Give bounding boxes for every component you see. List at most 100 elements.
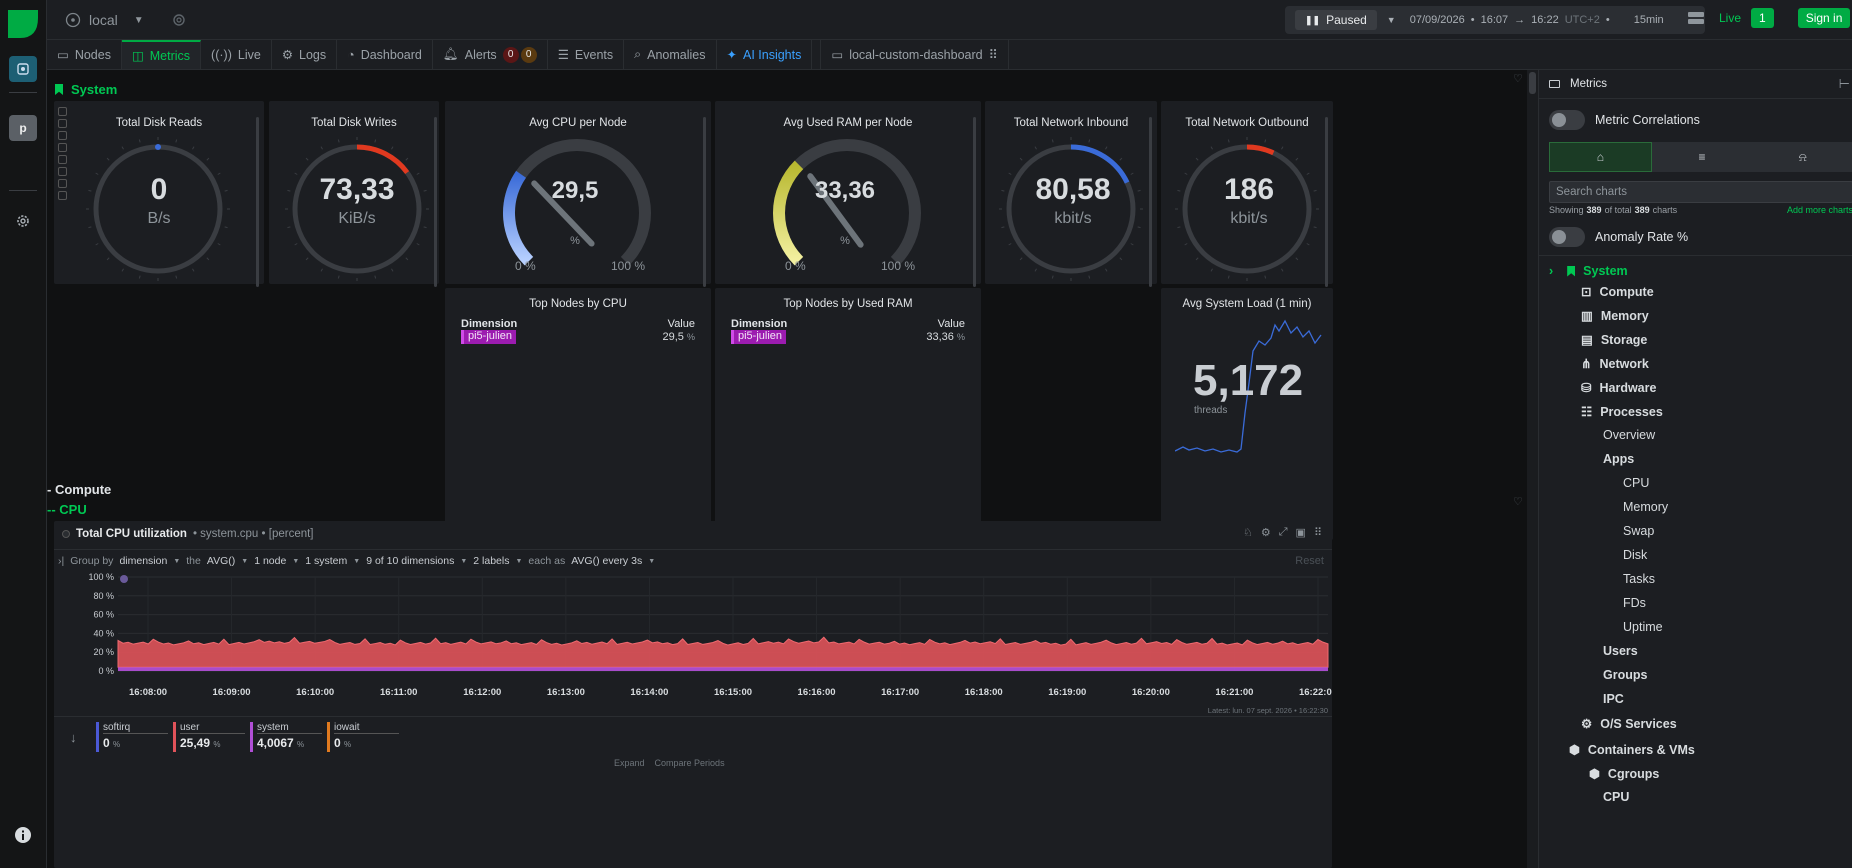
toolbar-icon[interactable] <box>58 107 67 116</box>
legend-item-system[interactable]: system 4,0067 % <box>250 722 322 752</box>
tree-cgroups-cpu[interactable]: CPU <box>1603 790 1629 804</box>
compare-periods-button[interactable]: Compare Periods <box>654 758 725 768</box>
legend-item-softirq[interactable]: softirq 0 % <box>96 722 168 752</box>
tree-processes[interactable]: ☷ Processes <box>1581 404 1663 420</box>
gauge-tick <box>1130 172 1134 175</box>
card-avg-ram: Avg Used RAM per Node 33,36 % 0 % 100 % <box>715 101 981 287</box>
tree-apps-swap[interactable]: Swap <box>1623 524 1654 538</box>
settings-icon[interactable]: ⚙ <box>1260 527 1271 539</box>
spaces-icon[interactable] <box>9 56 37 82</box>
panel-tab-charts[interactable]: ⌂ <box>1549 142 1652 172</box>
toolbar-icon[interactable] <box>58 191 67 200</box>
tree-storage[interactable]: ▤ Storage <box>1581 332 1647 348</box>
heart-icon[interactable]: ♡ <box>1513 496 1523 508</box>
space-avatar[interactable]: p <box>9 115 37 141</box>
tree-apps-cpu[interactable]: CPU <box>1623 476 1649 490</box>
gauge-min: 0 % <box>785 259 806 273</box>
tree-cgroups[interactable]: ⬢ Cgroups <box>1589 766 1659 782</box>
reset-button[interactable]: Reset <box>1295 555 1324 567</box>
toolbar-icon[interactable] <box>58 155 67 164</box>
hardware-icon: ⛁ <box>1581 381 1592 395</box>
agg-select[interactable]: AVG() <box>206 555 236 567</box>
node-name[interactable]: pi5-julien <box>731 330 787 344</box>
nodes-list-icon[interactable] <box>1687 10 1705 26</box>
arrow-icon: → <box>1514 14 1526 26</box>
group-by-select[interactable]: dimension <box>119 555 168 567</box>
drag-handle-icon[interactable]: ⠿ <box>988 48 998 62</box>
heart-icon[interactable]: ♡ <box>1513 73 1523 85</box>
tree-os-services[interactable]: ⚙ O/S Services <box>1581 716 1677 732</box>
dashboard-icon: ◔ <box>347 47 355 62</box>
tree-system[interactable]: › System <box>1549 264 1628 278</box>
tree-overview[interactable]: Overview <box>1603 428 1655 442</box>
tree-apps-disk[interactable]: Disk <box>1623 548 1647 562</box>
tab-anomalies[interactable]: ⌕ Anomalies <box>624 40 717 69</box>
sort-arrow-icon[interactable]: ↓ <box>70 730 77 745</box>
tree-ipc[interactable]: IPC <box>1603 692 1624 706</box>
tree-compute[interactable]: ⊡ Compute <box>1581 284 1654 300</box>
tree-users[interactable]: Users <box>1603 644 1638 658</box>
panel-tab-filters[interactable]: ≡ <box>1651 142 1753 172</box>
tree-groups[interactable]: Groups <box>1603 668 1647 682</box>
info-icon[interactable] <box>9 822 37 848</box>
panel-tab-alerts[interactable]: ⍾ <box>1752 142 1852 172</box>
pause-button[interactable]: ❚❚ Paused <box>1295 10 1377 30</box>
drag-handle-icon[interactable]: ⠿ <box>1313 527 1322 539</box>
tab-live[interactable]: ((·)) Live <box>201 40 272 69</box>
save-icon[interactable]: ▣ <box>1295 527 1306 539</box>
node-name[interactable]: pi5-julien <box>461 330 517 344</box>
collapse-panel-icon[interactable]: ⊢ <box>1838 76 1850 91</box>
tree-hardware[interactable]: ⛁ Hardware <box>1581 380 1656 396</box>
tab-metrics[interactable]: ◫ Metrics <box>121 40 202 69</box>
expand-icon[interactable]: ⤢ <box>1278 526 1288 538</box>
tab-events[interactable]: ☰ Events <box>548 40 625 69</box>
netdata-logo[interactable] <box>6 8 40 40</box>
showing-prefix: Showing <box>1549 205 1584 215</box>
tree-apps-uptime[interactable]: Uptime <box>1623 620 1663 634</box>
tab-ai-insights[interactable]: ✦ AI Insights <box>717 40 813 69</box>
tree-apps-tasks[interactable]: Tasks <box>1623 572 1655 586</box>
room-settings-icon[interactable] <box>172 13 186 27</box>
tree-apps-memory[interactable]: Memory <box>1623 500 1668 514</box>
metrics-panel-icon <box>1549 80 1560 88</box>
search-charts-input[interactable]: Search charts <box>1549 181 1852 203</box>
dimensions-select[interactable]: 9 of 10 dimensions <box>366 555 455 567</box>
tab-alerts[interactable]: 🔔︎ Alerts 0 0 <box>433 40 548 69</box>
tree-apps[interactable]: Apps <box>1603 452 1634 466</box>
tree-apps-fds[interactable]: FDs <box>1623 596 1646 610</box>
toolbar-icon[interactable] <box>58 143 67 152</box>
showing-count-value: 389 <box>1586 205 1602 215</box>
toolbar-icon[interactable] <box>58 119 67 128</box>
tab-nodes[interactable]: ▭ Nodes <box>47 40 122 69</box>
systems-select[interactable]: 1 system <box>305 555 348 567</box>
nodes-select[interactable]: 1 node <box>254 555 287 567</box>
legend-item-user[interactable]: user 25,49 % <box>173 722 245 752</box>
room-selector[interactable]: local ▼ <box>65 10 186 30</box>
labels-select[interactable]: 2 labels <box>473 555 510 567</box>
legend-item-iowait[interactable]: iowait 0 % <box>327 722 399 752</box>
collapse-icon[interactable]: ›| <box>58 555 65 567</box>
expand-button[interactable]: Expand <box>614 758 645 768</box>
tree-containers[interactable]: ⬢ Containers & VMs <box>1569 742 1695 758</box>
anomaly-toggle[interactable] <box>1549 227 1585 247</box>
tree-memory[interactable]: ▥ Memory <box>1581 308 1649 324</box>
live-count-badge[interactable]: 1 <box>1751 8 1774 28</box>
main-scrollbar[interactable] <box>1527 70 1538 868</box>
chevron-down-icon: ▼ <box>515 557 523 565</box>
time-agg-select[interactable]: AVG() every 3s <box>571 555 643 567</box>
play-mode-chevron-icon[interactable]: ▼ <box>1386 15 1396 25</box>
date-range-picker[interactable]: 07/09/2026 • 16:07 → 16:22 UTC+2 • 15min <box>1410 14 1664 26</box>
toolbar-icon[interactable] <box>58 179 67 188</box>
bell-icon[interactable]: ♘ <box>1242 527 1253 539</box>
tab-custom-dashboard[interactable]: ▭ local-custom-dashboard ⠿ <box>820 40 1009 69</box>
tree-network[interactable]: ⋔ Network <box>1581 356 1649 372</box>
correlations-toggle[interactable] <box>1549 110 1585 130</box>
toolbar-icon[interactable] <box>58 167 67 176</box>
signin-button[interactable]: Sign in <box>1797 8 1851 28</box>
settings-gear-icon[interactable] <box>9 208 37 234</box>
cpu-area-chart[interactable]: 100 % 80 % 60 % 40 % 20 % 0 % 16:08:00 16:09:00… <box>54 567 1332 702</box>
tab-dashboard[interactable]: ◔ Dashboard <box>337 40 433 69</box>
tab-logs[interactable]: ⚙ Logs <box>272 40 338 69</box>
toolbar-icon[interactable] <box>58 131 67 140</box>
add-more-charts-link[interactable]: Add more charts <box>1787 205 1852 215</box>
